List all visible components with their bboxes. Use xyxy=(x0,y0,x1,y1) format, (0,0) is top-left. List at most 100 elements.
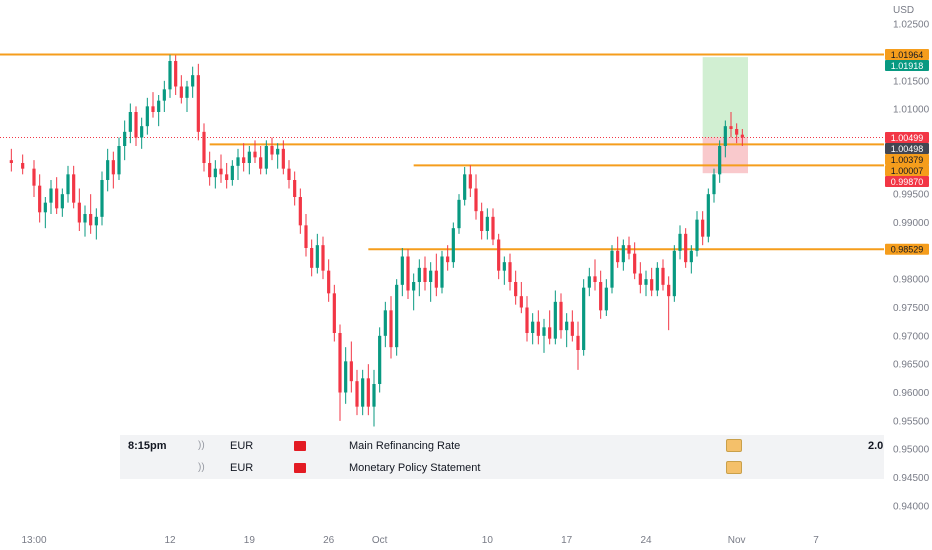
candle xyxy=(168,54,172,98)
candle xyxy=(593,259,597,291)
candle xyxy=(219,154,223,183)
candle xyxy=(621,239,625,271)
candle xyxy=(514,270,518,305)
candle xyxy=(128,103,132,144)
y-tick-label: 0.97000 xyxy=(893,331,930,342)
y-tick-label: 0.97500 xyxy=(893,303,930,314)
candle xyxy=(259,146,263,175)
sound-icon[interactable]: )) xyxy=(198,440,205,451)
candle xyxy=(242,143,246,172)
time-axis[interactable]: 13:00 12 19 26 Oct 10 17 24 Nov 7 xyxy=(21,535,819,546)
event-row-monetary-policy-statement[interactable]: )) EUR Monetary Policy Statement xyxy=(120,457,884,479)
candle xyxy=(349,341,353,393)
candle xyxy=(604,279,608,316)
candle xyxy=(202,123,206,172)
price-tag: 1.00498 xyxy=(885,143,929,155)
candle xyxy=(77,188,81,231)
candle xyxy=(468,165,472,197)
candle xyxy=(706,188,710,243)
candle xyxy=(440,250,444,294)
candle xyxy=(230,160,234,186)
candle xyxy=(355,369,359,416)
economic-events-panel: 8:15pm )) EUR Main Refinancing Rate 2.0 … xyxy=(120,435,884,479)
y-tick-label: 0.98000 xyxy=(893,275,930,286)
candle xyxy=(502,256,506,285)
candle xyxy=(140,117,144,149)
candle xyxy=(321,236,325,280)
candle xyxy=(672,245,676,302)
candle xyxy=(712,168,716,203)
candle xyxy=(457,194,461,234)
x-tick-label: 26 xyxy=(323,535,335,546)
candle xyxy=(281,140,285,175)
candle xyxy=(548,310,552,345)
svg-text:1.00007: 1.00007 xyxy=(891,166,924,176)
price-tag: 1.00379 xyxy=(885,154,929,166)
x-tick-label: 7 xyxy=(813,535,819,546)
y-tick-label: 0.99500 xyxy=(893,190,930,201)
svg-text:1.00379: 1.00379 xyxy=(891,155,924,165)
candle xyxy=(723,120,727,158)
event-name: Monetary Policy Statement xyxy=(349,462,481,474)
candle xyxy=(372,369,376,427)
candle xyxy=(332,284,336,342)
flag-icon xyxy=(294,463,306,473)
candle xyxy=(89,194,93,234)
candle xyxy=(689,245,693,274)
candle xyxy=(55,177,59,214)
price-axis[interactable]: USD1.025001.020001.015001.010001.005001.… xyxy=(893,5,930,512)
candle xyxy=(344,347,348,404)
y-tick-label: 1.01500 xyxy=(893,76,930,87)
candle xyxy=(43,197,47,229)
candle xyxy=(208,151,212,186)
price-tag: 1.01964 xyxy=(885,49,929,61)
candle xyxy=(270,137,274,161)
event-value: 2.0 xyxy=(868,440,884,452)
candle xyxy=(695,211,699,257)
event-row-main-refinancing-rate[interactable]: 8:15pm )) EUR Main Refinancing Rate 2.0 xyxy=(120,435,884,457)
candle xyxy=(485,208,489,240)
candle xyxy=(638,262,642,294)
event-currency: EUR xyxy=(230,440,254,452)
candle xyxy=(9,148,13,172)
candle xyxy=(451,222,455,268)
candle xyxy=(49,180,53,214)
candle xyxy=(536,310,540,345)
candle xyxy=(378,327,382,393)
candle xyxy=(463,166,467,206)
candle xyxy=(60,188,64,217)
candle xyxy=(361,369,365,416)
candle xyxy=(531,313,535,345)
candle xyxy=(587,267,591,297)
x-tick-label: 24 xyxy=(640,535,652,546)
candle xyxy=(151,92,155,118)
svg-text:1.01918: 1.01918 xyxy=(891,61,924,71)
price-tag: 0.99870 xyxy=(885,176,929,188)
folder-icon[interactable] xyxy=(726,439,742,452)
candle xyxy=(145,97,149,135)
y-tick-label: 0.99000 xyxy=(893,218,930,229)
candle xyxy=(66,165,70,203)
candle xyxy=(667,276,671,331)
candle xyxy=(196,63,200,141)
candle xyxy=(117,137,121,180)
candle xyxy=(389,296,393,359)
svg-text:0.99870: 0.99870 xyxy=(891,177,924,187)
candle xyxy=(406,249,410,299)
x-tick-label: 19 xyxy=(244,535,256,546)
candle xyxy=(383,301,387,348)
candle xyxy=(735,123,739,144)
price-tag: 0.98529 xyxy=(885,243,929,255)
sound-icon[interactable]: )) xyxy=(198,462,205,473)
candle xyxy=(94,208,98,240)
candle xyxy=(655,262,659,297)
candle xyxy=(525,296,529,342)
candle xyxy=(253,140,257,163)
candle xyxy=(395,279,399,356)
candle xyxy=(661,259,665,291)
svg-text:1.00499: 1.00499 xyxy=(891,133,924,143)
y-tick-label: 0.95000 xyxy=(893,445,930,456)
folder-icon[interactable] xyxy=(726,461,742,474)
